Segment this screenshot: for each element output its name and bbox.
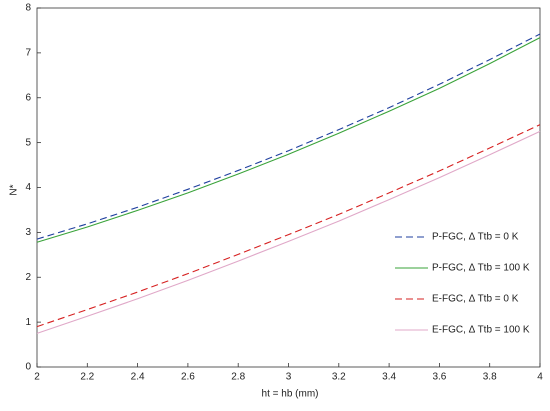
series-line xyxy=(36,37,541,243)
y-tick-label: 1 xyxy=(25,317,31,328)
x-tick-label: 3 xyxy=(286,372,292,383)
x-tick-label: 3.6 xyxy=(432,372,446,383)
series-line xyxy=(36,33,541,240)
x-tick-label: 2.6 xyxy=(181,372,195,383)
legend-label: P-FGC, Δ Ttb = 100 K xyxy=(432,263,530,274)
y-tick-label: 7 xyxy=(25,48,31,59)
series-line xyxy=(36,130,541,334)
x-tick-label: 2.2 xyxy=(80,372,94,383)
x-tick-label: 4 xyxy=(537,372,543,383)
x-axis-label: ht = hb (mm) xyxy=(262,389,319,400)
x-tick-label: 3.2 xyxy=(332,372,346,383)
y-tick-label: 8 xyxy=(25,3,31,14)
x-tick-label: 2.4 xyxy=(131,372,145,383)
x-tick-label: 3.8 xyxy=(483,372,497,383)
legend-label: E-FGC, Δ Ttb = 0 K xyxy=(432,294,519,305)
series-line xyxy=(36,124,541,328)
y-tick-label: 0 xyxy=(25,362,31,373)
y-tick-label: 4 xyxy=(25,182,31,193)
legend-label: P-FGC, Δ Ttb = 0 K xyxy=(432,232,519,243)
legend-label: E-FGC, Δ Ttb = 100 K xyxy=(432,325,530,336)
y-tick-label: 6 xyxy=(25,92,31,103)
x-tick-label: 2 xyxy=(34,372,40,383)
y-tick-label: 2 xyxy=(25,272,31,283)
y-tick-label: 5 xyxy=(25,137,31,148)
x-tick-label: 3.4 xyxy=(382,372,396,383)
y-axis-label: N* xyxy=(9,184,20,195)
x-tick-label: 2.8 xyxy=(231,372,245,383)
plot-frame xyxy=(36,7,541,368)
y-tick-label: 3 xyxy=(25,227,31,238)
